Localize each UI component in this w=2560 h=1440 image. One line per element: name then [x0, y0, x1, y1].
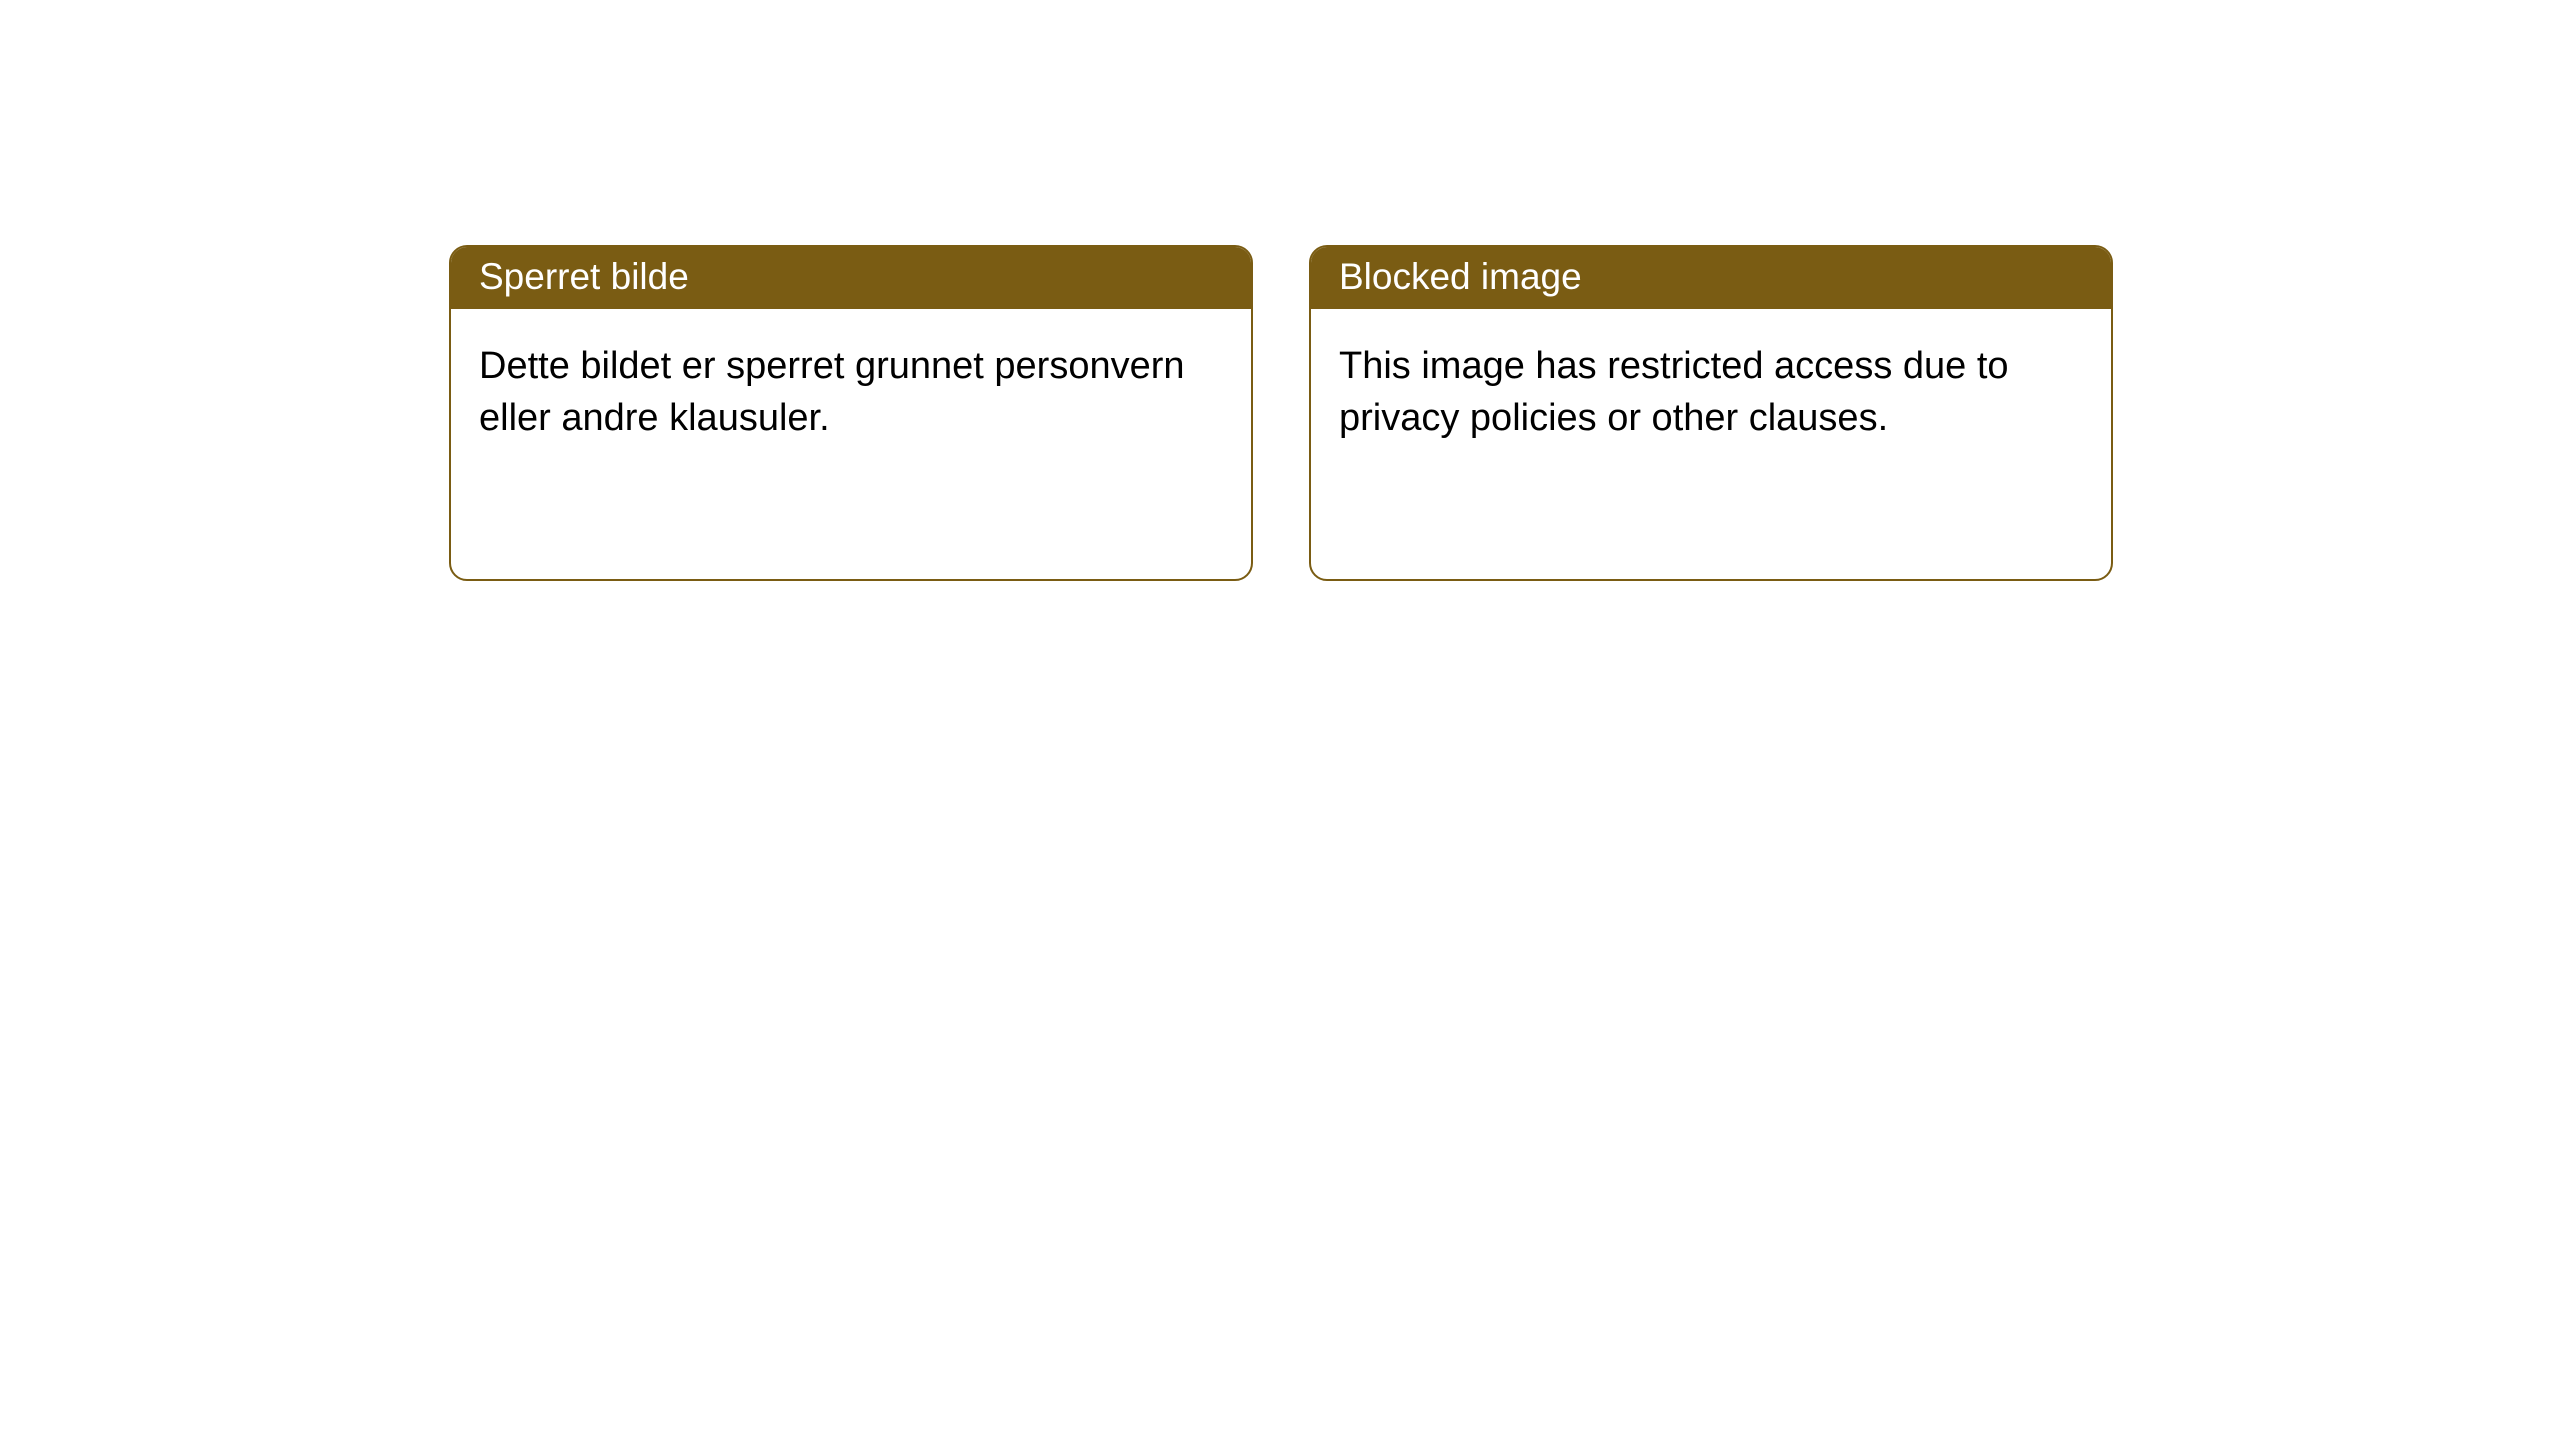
blocked-image-card-norwegian: Sperret bilde Dette bildet er sperret gr… [449, 245, 1253, 581]
card-body-text: Dette bildet er sperret grunnet personve… [451, 309, 1251, 476]
card-title: Blocked image [1311, 247, 2111, 309]
notice-cards-container: Sperret bilde Dette bildet er sperret gr… [0, 0, 2560, 581]
card-title: Sperret bilde [451, 247, 1251, 309]
blocked-image-card-english: Blocked image This image has restricted … [1309, 245, 2113, 581]
card-body-text: This image has restricted access due to … [1311, 309, 2111, 476]
